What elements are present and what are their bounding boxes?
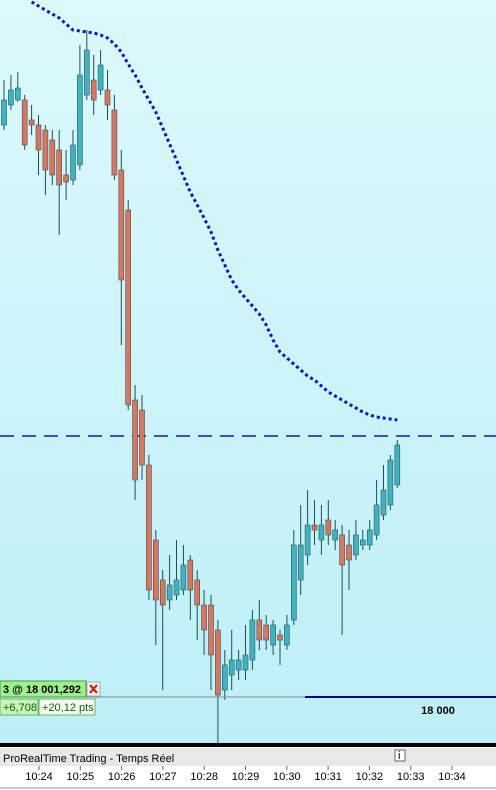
x-tick-label: 10:25 [67, 771, 95, 783]
candle-body [215, 629, 221, 696]
candle-body [90, 79, 97, 101]
candle-body [77, 74, 83, 166]
candle-body [270, 624, 276, 646]
candle-body [242, 654, 249, 671]
candle-body [263, 624, 270, 641]
moving-average [30, 0, 398, 422]
candle-body [84, 49, 90, 96]
candle-body [359, 539, 366, 546]
info-icon[interactable] [394, 749, 406, 762]
candle-body [139, 409, 145, 466]
candle-body [111, 109, 118, 176]
candle-body [8, 89, 14, 106]
candle-body [180, 564, 187, 591]
candle-body [284, 624, 290, 646]
points-value: +20,12 [42, 702, 76, 714]
candle-body [166, 584, 173, 601]
candle-body [380, 489, 387, 516]
candle-body [194, 579, 200, 606]
x-tick-label: 10:27 [149, 771, 177, 783]
candle-body [97, 64, 104, 91]
x-tick-label: 10:34 [438, 771, 466, 783]
x-tick-label: 10:32 [356, 771, 384, 783]
candle-body [297, 544, 304, 581]
x-tick-label: 10:30 [273, 771, 301, 783]
candle-body [28, 119, 35, 126]
candle-body [256, 619, 263, 641]
candle-body [353, 534, 359, 556]
x-tick-label: 10:33 [397, 771, 425, 783]
candle-body [187, 559, 194, 591]
candle-body [49, 139, 56, 176]
level-label: 18 000 [421, 705, 455, 717]
footer-bar [0, 748, 496, 766]
x-tick-label: 10:29 [232, 771, 260, 783]
candle-body [311, 524, 318, 531]
candle-body [325, 519, 332, 536]
candle-body [21, 99, 28, 146]
candle-body [373, 504, 380, 536]
candle-body [146, 464, 152, 591]
candle-body [228, 659, 235, 676]
candle-body [104, 89, 111, 106]
pnl-value: +6,708 [3, 702, 37, 714]
candle-body [132, 399, 138, 481]
position-label: 3 @ 18 001,292 [3, 684, 81, 696]
candle-body [125, 209, 131, 406]
points-box [38, 698, 96, 716]
candle-body [159, 579, 166, 606]
candle-body [173, 579, 180, 596]
candle-body [346, 544, 352, 561]
position-box [0, 680, 87, 698]
candle-body [63, 174, 69, 183]
points-unit: pts [79, 702, 94, 714]
footer-text: ProRealTime Trading - Temps Réel [3, 753, 174, 765]
candle-body [42, 129, 49, 171]
candle-body [387, 459, 394, 506]
x-tick-label: 10:26 [108, 771, 136, 783]
candle-body [222, 664, 228, 691]
candle-body [304, 524, 311, 556]
candle-body [394, 444, 401, 486]
candle-body [318, 524, 325, 541]
candle-body [249, 619, 256, 661]
x-tick-label: 10:31 [314, 771, 342, 783]
close-icon [89, 684, 98, 694]
x-tick-label: 10:24 [25, 771, 53, 783]
candle-body [277, 634, 283, 641]
plot-background [0, 0, 496, 745]
info-icon-glyph: i [398, 750, 400, 762]
candle-body [70, 144, 76, 181]
candle-body [56, 149, 63, 186]
candle-body [1, 99, 7, 126]
candle-body [153, 539, 159, 601]
candle-body [15, 87, 21, 101]
candle-body [339, 534, 345, 566]
candle-body [208, 604, 214, 656]
candle-body [290, 544, 297, 621]
candle-body [366, 529, 373, 546]
candle-body [35, 124, 42, 151]
pnl-box [0, 698, 39, 716]
candle-body [201, 604, 207, 631]
candle-body [332, 529, 339, 541]
candle-body [118, 169, 125, 281]
candle-body [235, 659, 242, 671]
x-tick-label: 10:28 [190, 771, 218, 783]
